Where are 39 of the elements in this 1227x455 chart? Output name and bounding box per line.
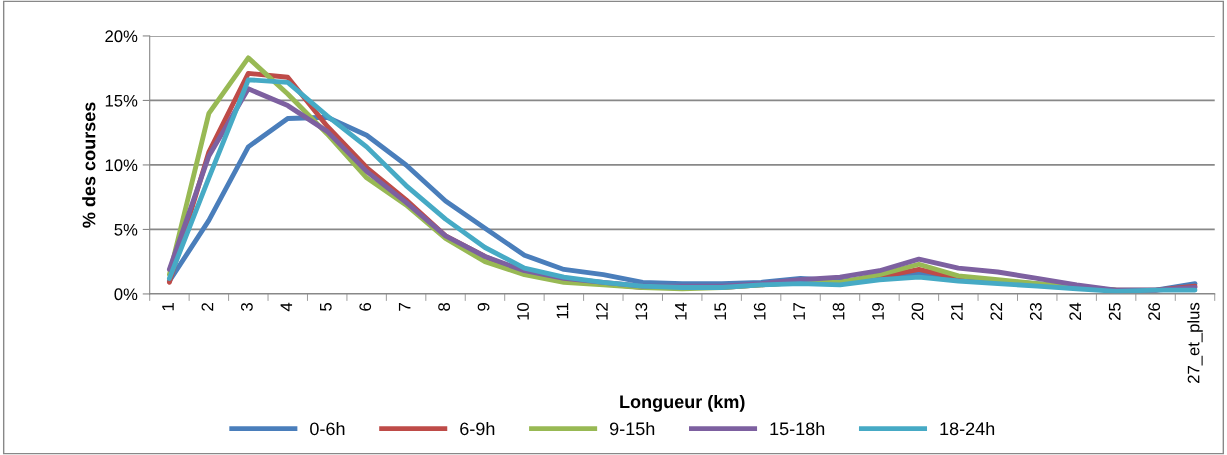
y-tick-label: 20%	[105, 30, 138, 43]
x-tick-label: 23	[1029, 302, 1042, 320]
y-tick-label: 10%	[105, 159, 138, 172]
x-tick-label: 17	[793, 303, 805, 320]
y-tick-label: 15%	[105, 94, 138, 107]
x-tick-label: 1	[162, 303, 174, 311]
legend-label: 15-18h	[770, 421, 825, 436]
x-tick-label: 9	[477, 303, 490, 311]
x-tick-label: 27_et_plus	[1187, 302, 1203, 383]
x-tick-label: 25	[1108, 302, 1121, 320]
y-tick-label: 5%	[114, 223, 138, 236]
y-tick-label: 0%	[114, 288, 138, 301]
x-tick-label: 8	[438, 302, 451, 311]
x-tick-label: 18	[832, 302, 845, 320]
x-tick-label: 16	[753, 302, 766, 320]
x-tick-label: 15	[714, 302, 727, 320]
x-tick-label: 10	[517, 302, 529, 320]
x-tick-label: 3	[240, 303, 253, 311]
x-tick-label: 2	[201, 303, 214, 311]
legend-label: 18-24h	[940, 421, 995, 436]
x-tick-label: 6	[359, 303, 372, 311]
x-tick-label: 11	[556, 303, 569, 319]
legend-label: 9-15h	[610, 421, 655, 436]
x-tick-label: 26	[1148, 302, 1161, 320]
x-tick-label: 19	[872, 303, 884, 320]
x-tick-label: 22	[990, 303, 1003, 320]
x-tick-label: 5	[320, 302, 332, 311]
x-tick-label: 24	[1069, 302, 1081, 320]
x-tick-label: 21	[951, 303, 963, 320]
legend-label: 0-6h	[310, 421, 345, 436]
x-tick-label: 13	[635, 302, 648, 320]
x-tick-label: 7	[398, 303, 411, 311]
x-tick-label: 12	[595, 303, 608, 320]
y-axis-title: % des courses	[82, 102, 96, 228]
x-tick-label: 4	[280, 302, 293, 312]
x-tick-label: 20	[911, 302, 924, 320]
x-tick-label: 14	[675, 302, 687, 320]
legend-label: 6-9h	[460, 421, 495, 436]
x-axis-title: Longueur (km)	[620, 394, 745, 412]
